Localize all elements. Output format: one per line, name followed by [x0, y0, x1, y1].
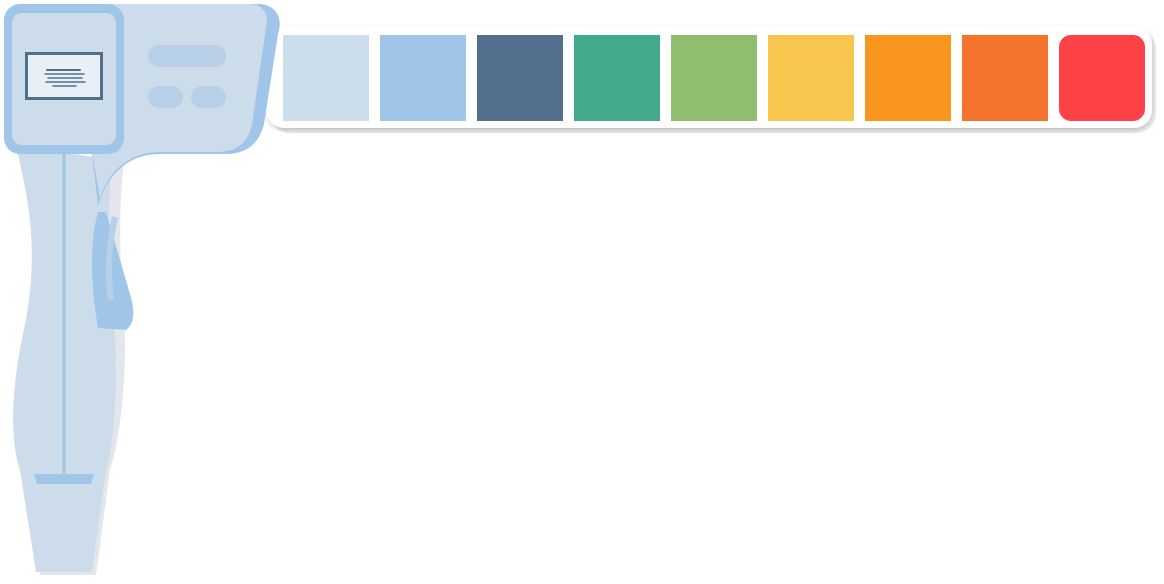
color-swatch-very-light-blue[interactable]	[283, 35, 369, 121]
screen-icon	[28, 55, 100, 97]
color-swatch-light-blue[interactable]	[380, 35, 466, 121]
color-swatch-green[interactable]	[574, 35, 660, 121]
swatch-group	[283, 35, 1145, 121]
color-swatch-red[interactable]	[1059, 35, 1145, 121]
color-swatch-slate-blue[interactable]	[477, 35, 563, 121]
swatch-tray	[266, 26, 1156, 133]
button-icon	[148, 86, 183, 108]
color-swatch-dark-orange[interactable]	[962, 35, 1048, 121]
scanner-handle	[13, 146, 126, 575]
handle-base	[34, 474, 94, 484]
color-swatch-light-green[interactable]	[671, 35, 757, 121]
screen-scan-lines	[44, 69, 86, 87]
trigger-front	[105, 216, 118, 300]
button-icon	[148, 45, 226, 67]
color-swatch-orange[interactable]	[865, 35, 951, 121]
trigger-back	[92, 212, 134, 330]
button-icon	[191, 86, 226, 108]
color-swatch-yellow[interactable]	[768, 35, 854, 121]
scanner-trigger	[92, 212, 134, 330]
scanner-head	[4, 4, 280, 206]
